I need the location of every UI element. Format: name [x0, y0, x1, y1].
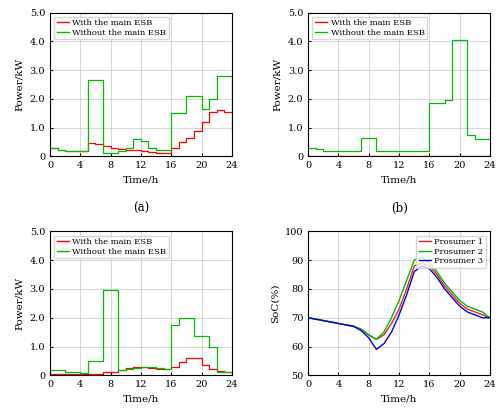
Y-axis label: Power/kW: Power/kW [15, 58, 24, 111]
X-axis label: Time/h: Time/h [381, 176, 418, 185]
Y-axis label: Power/kW: Power/kW [15, 277, 24, 330]
X-axis label: Time/h: Time/h [381, 395, 418, 404]
Y-axis label: Power/kW: Power/kW [274, 58, 282, 111]
Legend: With the main ESB, Without the main ESB: With the main ESB, Without the main ESB [54, 236, 169, 258]
Legend: Prosumer 1, Prosumer 2, Prosumer 3: Prosumer 1, Prosumer 2, Prosumer 3 [416, 236, 486, 268]
X-axis label: Time/h: Time/h [122, 395, 159, 404]
Y-axis label: SoC(%): SoC(%) [270, 284, 280, 323]
X-axis label: Time/h: Time/h [122, 176, 159, 185]
Title: (a): (a) [133, 201, 149, 214]
Title: (b): (b) [390, 201, 407, 214]
Legend: With the main ESB, Without the main ESB: With the main ESB, Without the main ESB [54, 17, 169, 39]
Legend: With the main ESB, Without the main ESB: With the main ESB, Without the main ESB [312, 17, 427, 39]
